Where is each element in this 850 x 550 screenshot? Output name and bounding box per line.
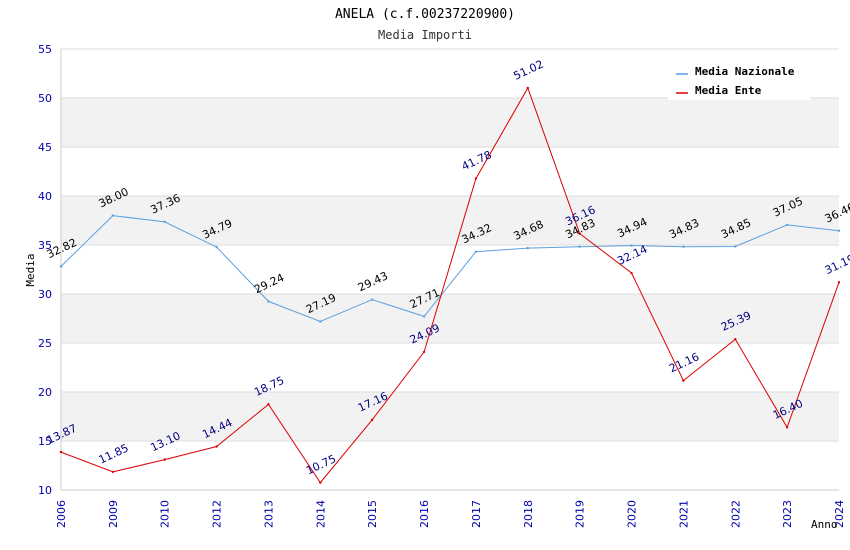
data-point [59, 265, 63, 268]
data-label: 21.16 [667, 350, 701, 375]
data-label: 29.43 [356, 269, 390, 294]
x-tick-label: 2015 [366, 500, 379, 528]
grid-band [61, 392, 839, 441]
data-label: 11.85 [97, 441, 131, 466]
chart-title: ANELA (c.f.00237220900) [335, 7, 515, 22]
data-point [682, 245, 685, 248]
grid-lines [60, 48, 839, 491]
data-point [267, 300, 270, 303]
x-tick-label: 2016 [418, 500, 431, 528]
chart-subtitle: Media Importi [378, 28, 472, 42]
grid-band [61, 294, 839, 343]
data-point [371, 298, 374, 301]
data-point [215, 245, 218, 249]
grid-band [61, 98, 839, 147]
series-lines [59, 86, 841, 484]
data-point [785, 426, 789, 429]
data-point [163, 458, 166, 461]
legend-label-ente: Media Ente [695, 84, 762, 97]
legend-label-nazionale: Media Nazionale [695, 65, 795, 78]
x-tick-label: 2023 [781, 500, 794, 528]
x-tick-label: 2021 [677, 500, 690, 528]
data-point [526, 246, 529, 250]
y-tick-label: 10 [38, 484, 52, 497]
data-label: 41.78 [460, 148, 494, 173]
grid-band [61, 196, 839, 245]
y-tick-label: 35 [38, 239, 52, 252]
y-axis-ticks: 10 15 20 25 30 35 40 45 50 55 [38, 43, 52, 497]
x-tick-label: 2020 [626, 500, 639, 528]
data-point [578, 245, 581, 248]
data-point [215, 445, 218, 448]
x-tick-label: 2014 [314, 500, 327, 528]
x-tick-label: 2018 [522, 500, 535, 528]
data-point [578, 232, 581, 235]
data-point [319, 481, 322, 484]
data-point [422, 350, 426, 354]
data-point [163, 220, 166, 224]
x-tick-label: 2022 [729, 500, 742, 528]
data-point [59, 450, 63, 454]
data-point [319, 320, 322, 323]
y-tick-label: 25 [38, 337, 52, 350]
data-point [526, 86, 529, 90]
data-point [785, 223, 789, 227]
data-point [734, 337, 737, 341]
y-tick-label: 20 [38, 386, 52, 399]
data-point [734, 245, 737, 248]
data-point [630, 244, 633, 247]
series-line-ente [60, 86, 840, 484]
data-point [371, 418, 374, 422]
data-point [422, 315, 426, 318]
y-tick-label: 55 [38, 43, 52, 56]
y-tick-label: 40 [38, 190, 52, 203]
data-point [837, 229, 841, 232]
y-tick-label: 45 [38, 141, 52, 154]
y-tick-label: 15 [38, 435, 52, 448]
x-tick-label: 2013 [262, 500, 275, 528]
data-label: 29.24 [252, 271, 286, 296]
data-point [474, 250, 478, 253]
data-point [111, 470, 115, 474]
x-tick-label: 2012 [211, 500, 224, 528]
y-tick-label: 50 [38, 92, 52, 105]
x-axis-ticks: 2006 2009 2010 2012 2013 2014 2015 2016 2017 2018… [55, 500, 846, 528]
data-label: 31.19 [823, 252, 850, 277]
y-axis-label: Media [24, 253, 37, 286]
x-tick-label: 2009 [107, 500, 120, 528]
data-label: 51.02 [512, 58, 546, 83]
data-point [474, 177, 478, 180]
y-tick-label: 30 [38, 288, 52, 301]
legend-box [668, 60, 810, 100]
x-tick-label: 2006 [55, 500, 68, 528]
x-axis-label: Anno [811, 518, 838, 531]
x-tick-label: 2024 [833, 500, 846, 528]
data-label: 10.75 [304, 452, 338, 477]
legend: Media Nazionale Media Ente [668, 60, 810, 100]
background-bands [61, 98, 839, 441]
data-point [837, 281, 841, 284]
x-tick-label: 2017 [470, 500, 483, 528]
x-tick-label: 2019 [574, 500, 587, 528]
data-point [682, 379, 685, 382]
data-point [267, 403, 270, 406]
x-tick-label: 2010 [159, 500, 172, 528]
series-line-nazionale [60, 215, 840, 323]
data-point [111, 214, 115, 217]
data-point [630, 271, 633, 275]
